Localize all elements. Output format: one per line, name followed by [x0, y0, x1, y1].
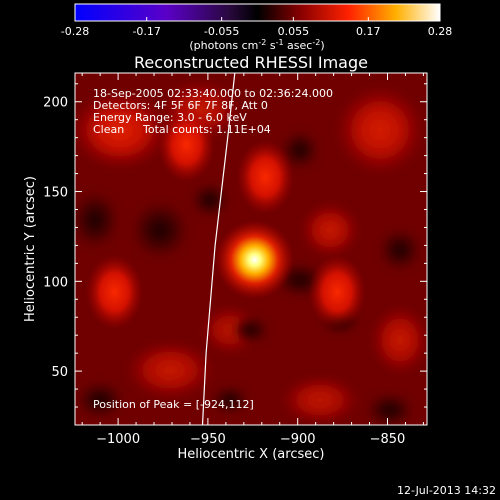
colorbar-tick-label: -0.055 — [204, 25, 239, 38]
info-block: 18-Sep-2005 02:33:40.000 to 02:36:24.000… — [93, 87, 333, 411]
secondary-source — [308, 254, 366, 330]
emission-sources — [85, 107, 366, 330]
info-clean: Clean — [93, 123, 124, 136]
axis-ticks: −1000 −950 −900 −850 50 100 150 200 — [43, 73, 427, 447]
image-area — [75, 73, 427, 425]
colorbar-tick-label: 0.17 — [356, 25, 381, 38]
secondary-source — [157, 107, 216, 183]
info-counts: Total counts: 1.11E+04 — [142, 123, 271, 136]
y-tick-label: 100 — [43, 275, 68, 290]
x-tick-label: −850 — [370, 432, 406, 447]
y-axis-label: Heliocentric Y (arcsec) — [23, 176, 38, 322]
colorbar-tick-label: 0.055 — [278, 25, 310, 38]
colorbar-gradient — [74, 3, 441, 22]
colorbar-tick-label: -0.28 — [61, 25, 89, 38]
x-tick-label: −1000 — [96, 432, 140, 447]
y-tick-label: 50 — [51, 365, 68, 380]
solar-limb-line — [201, 73, 236, 425]
y-tick-label: 150 — [43, 186, 68, 201]
timestamp: 12-Jul-2013 14:32 — [397, 484, 496, 497]
info-time: 18-Sep-2005 02:33:40.000 to 02:36:24.000 — [93, 87, 333, 100]
colorbar: -0.28 -0.17 -0.055 0.055 0.17 0.28 (photons c… — [61, 3, 452, 52]
x-axis-label: Heliocentric X (arcsec) — [178, 447, 325, 462]
y-tick-label: 200 — [43, 96, 68, 111]
x-tick-label: −900 — [280, 432, 316, 447]
x-tick-label: −950 — [190, 432, 226, 447]
colorbar-units: (photons cm-2 s-1 asec-2) — [189, 38, 324, 52]
colorbar-tick-label: -0.17 — [132, 25, 160, 38]
secondary-source — [236, 139, 295, 215]
info-peak-position: Position of Peak = [-924,112] — [93, 398, 254, 411]
colorbar-tick-label: 0.28 — [428, 25, 453, 38]
colorbar-ticks: -0.28 -0.17 -0.055 0.055 0.17 0.28 — [61, 17, 452, 38]
peak-source — [215, 220, 295, 300]
plot-frame — [74, 72, 428, 426]
info-detectors: Detectors: 4F 5F 6F 7F 8F, Att 0 — [93, 99, 268, 112]
secondary-source — [85, 254, 144, 330]
info-energy: Energy Range: 3.0 - 6.0 keV — [93, 111, 247, 124]
chart-title: Reconstructed RHESSI Image — [134, 53, 368, 72]
